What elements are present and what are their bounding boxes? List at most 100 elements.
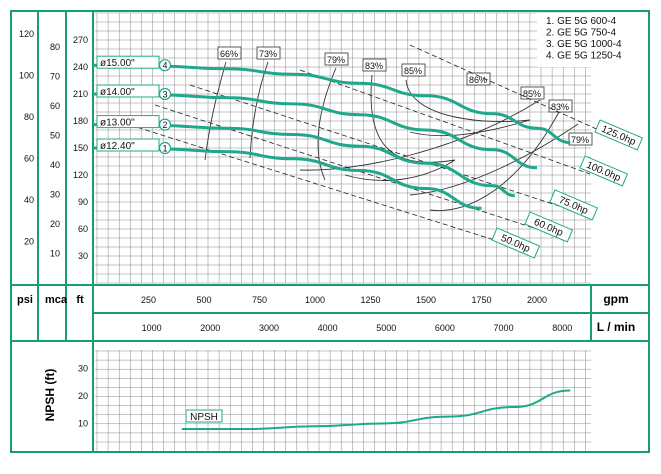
diameter-label: ø12.40" xyxy=(100,141,135,152)
lmin-tick-label: 8000 xyxy=(552,323,572,333)
curve-tag-circle xyxy=(158,118,172,131)
curve-tag-circle xyxy=(158,141,172,155)
power-label-box xyxy=(524,211,574,243)
head-curve xyxy=(92,63,571,145)
lmin-tick-label: 6000 xyxy=(435,323,455,333)
lmin-tick-label: 7000 xyxy=(494,323,514,333)
psi-tick-label: 100 xyxy=(19,70,34,80)
curve-tag: 3 xyxy=(162,90,167,100)
curve-tag: 2 xyxy=(162,120,167,130)
efficiency-label-box xyxy=(401,63,426,77)
efficiency-label: 79% xyxy=(571,135,589,145)
lmin-tick-label: 3000 xyxy=(259,323,279,333)
legend: 1. GE 5G 600-42. GE 5G 750-43. GE 5G 100… xyxy=(537,13,647,67)
npsh-curve: NPSH xyxy=(181,389,571,431)
power-line xyxy=(299,69,591,175)
mca-axis-title: mca xyxy=(45,294,68,306)
efficiency-label-box xyxy=(256,46,281,60)
legend-entry: 3. GE 5G 1000-4 xyxy=(546,39,622,50)
efficiency-label: 79% xyxy=(327,55,345,65)
legend-entry: 4. GE 5G 1250-4 xyxy=(546,51,622,62)
psi-tick-label: 20 xyxy=(24,236,34,246)
efficiency-contour xyxy=(204,61,227,161)
diameter-label-box xyxy=(96,115,160,129)
efficiency-label: 86% xyxy=(469,75,487,85)
ft-tick-label: 180 xyxy=(73,116,88,126)
efficiency-lines: 66% 73% 79% 83% 85% 86% 85% 83% 79% xyxy=(204,46,593,211)
efficiency-label: 85% xyxy=(404,66,422,76)
gpm-tick-label: 500 xyxy=(196,295,211,305)
ft-tick-label: 60 xyxy=(78,224,88,234)
mca-tick-label: 60 xyxy=(50,101,60,111)
lmin-tick-label: 5000 xyxy=(376,323,396,333)
psi-tick-label: 80 xyxy=(24,112,34,122)
curve-tag: 1 xyxy=(162,144,167,154)
ft-tick-label: 120 xyxy=(73,170,88,180)
ft-tick-label: 210 xyxy=(73,89,88,99)
diameter-label: ø13.00" xyxy=(100,118,135,129)
efficiency-label-box xyxy=(324,52,349,66)
npsh-label-box xyxy=(185,409,223,423)
gpm-tick-label: 2000 xyxy=(527,295,547,305)
npsh-axis-title: NPSH (ft) xyxy=(43,369,57,422)
efficiency-label: 83% xyxy=(365,61,383,71)
power-label-box xyxy=(491,227,541,259)
power-label-box xyxy=(594,119,644,151)
diameter-label-box xyxy=(96,55,160,69)
gpm-tick-label: 1000 xyxy=(305,295,325,305)
efficiency-label: 83% xyxy=(551,102,569,112)
head-curves: ø12.40" 1 ø13.00" 2 ø14.00" 3 ø15.00" 4 xyxy=(92,55,571,210)
efficiency-contour xyxy=(409,123,579,196)
chart-frame xyxy=(10,10,650,453)
ft-tick-label: 90 xyxy=(78,197,88,207)
ft-axis-title: ft xyxy=(76,294,84,306)
npsh-curve-label: NPSH xyxy=(190,412,218,423)
efficiency-label-box xyxy=(548,99,573,113)
gpm-axis-title: gpm xyxy=(603,292,628,306)
curve-tag-circle xyxy=(158,59,172,72)
efficiency-label-box xyxy=(568,132,593,146)
gpm-tick-label: 250 xyxy=(141,295,156,305)
mca-tick-label: 10 xyxy=(50,248,60,258)
npsh-tick-label: 20 xyxy=(78,391,88,401)
legend-entry: 2. GE 5G 750-4 xyxy=(546,28,616,39)
gpm-tick-label: 1750 xyxy=(471,295,491,305)
grid xyxy=(95,12,591,451)
mca-tick-label: 50 xyxy=(50,130,60,140)
power-line xyxy=(409,44,613,137)
psi-tick-label: 120 xyxy=(19,29,34,39)
diameter-label: ø15.00" xyxy=(100,58,135,69)
efficiency-label-box xyxy=(466,72,491,86)
lmin-tick-label: 2000 xyxy=(200,323,220,333)
gpm-tick-label: 1250 xyxy=(360,295,380,305)
efficiency-contour xyxy=(344,74,456,181)
lmin-axis-title: L / min xyxy=(597,320,635,334)
power-label-box xyxy=(579,155,629,187)
npsh-tick-label: 10 xyxy=(78,419,88,429)
gpm-tick-label: 1500 xyxy=(416,295,436,305)
power-line xyxy=(189,84,566,209)
diameter-label: ø14.00" xyxy=(100,87,135,98)
psi-axis-title: psi xyxy=(17,294,33,306)
efficiency-contour xyxy=(405,79,531,137)
efficiency-label-box xyxy=(362,58,387,72)
ft-tick-label: 150 xyxy=(73,143,88,153)
curve-tag-circle xyxy=(158,87,172,101)
power-line xyxy=(129,124,511,246)
legend-entry: 1. GE 5G 600-4 xyxy=(546,16,616,27)
efficiency-label: 85% xyxy=(523,89,541,99)
ft-tick-label: 270 xyxy=(73,35,88,45)
psi-tick-label: 40 xyxy=(24,195,34,205)
curve-tag: 4 xyxy=(162,61,167,71)
mca-tick-label: 30 xyxy=(50,189,60,199)
diameter-label-box xyxy=(96,138,160,152)
lmin-tick-label: 4000 xyxy=(318,323,338,333)
npsh-curve-line xyxy=(181,389,571,431)
mca-tick-label: 70 xyxy=(50,71,60,81)
efficiency-label-box xyxy=(217,46,242,60)
axis-labels: 3060901201501802102402701020304050607080… xyxy=(19,29,572,429)
mca-tick-label: 20 xyxy=(50,219,60,229)
mca-tick-label: 40 xyxy=(50,160,60,170)
npsh-tick-label: 30 xyxy=(78,364,88,374)
